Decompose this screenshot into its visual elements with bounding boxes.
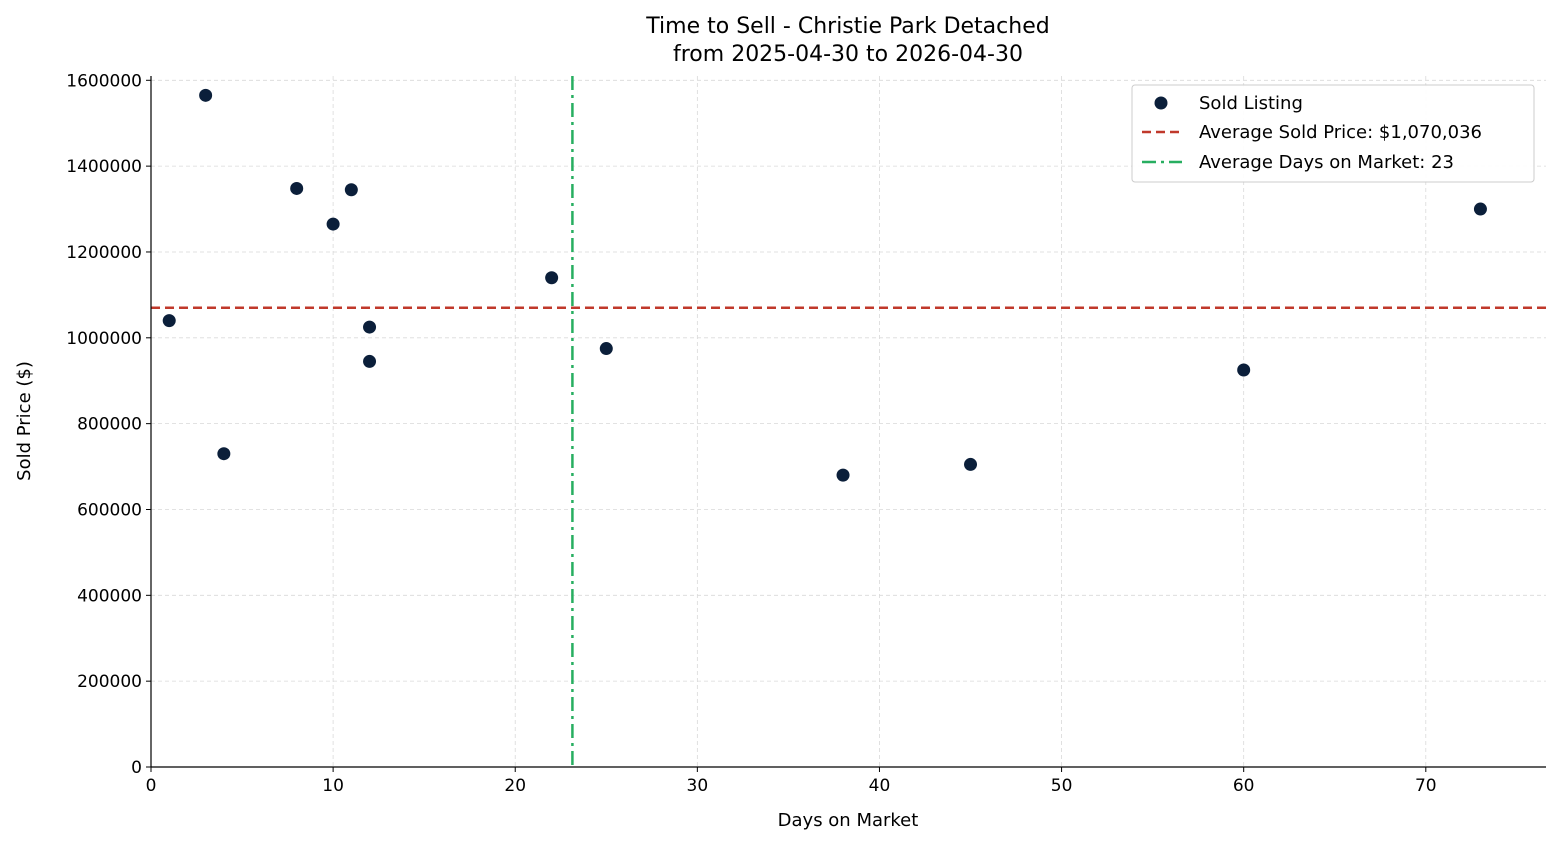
x-tick-label: 0 [146,776,157,796]
x-tick-label: 60 [1233,776,1255,796]
chart-title: Time to Sell - Christie Park Detached [645,14,1049,39]
y-tick-label: 800000 [77,415,142,435]
data-point [1237,363,1251,377]
y-tick-label: 0 [131,758,142,778]
legend-marker-sold-listing [1154,96,1168,110]
data-points [162,88,1487,482]
y-tick-label: 200000 [77,672,142,692]
legend-box [1131,84,1535,183]
x-tick-label: 10 [322,776,344,796]
legend-label-sold-listing: Sold Listing [1199,93,1303,114]
x-tick-label: 30 [687,776,709,796]
y-tick-label: 1400000 [66,157,142,177]
x-tick-label: 70 [1415,776,1437,796]
axes: 0 10 20 30 40 50 60 70 0 200000 400000 600000 800000… [66,71,1546,796]
y-tick-label: 1000000 [66,329,142,349]
y-tick-label: 400000 [77,586,142,606]
data-point [964,457,978,471]
data-point [290,181,304,195]
data-point [363,354,377,368]
x-tick-label: 50 [1051,776,1073,796]
chart-subtitle: from 2025-04-30 to 2026-04-30 [673,42,1023,67]
data-point [344,183,358,197]
legend-label: Average Days on Market: 23 [1199,152,1454,173]
data-point [545,271,559,285]
data-point [162,314,176,328]
data-point [599,342,613,356]
legend-label: Average Sold Price: $1,070,036 [1199,122,1482,143]
data-point [326,217,340,231]
x-axis-label: Days on Market [778,810,919,831]
reference-lines [151,76,1546,767]
data-point [1473,202,1487,216]
x-tick-label: 40 [869,776,891,796]
x-tick-label: 20 [504,776,526,796]
legend: Sold Listing Average Sold Price: $1,070,0… [1131,84,1535,183]
y-axis-label: Sold Price ($) [14,361,35,481]
data-point [836,468,850,482]
y-tick-label: 600000 [77,500,142,520]
y-tick-label: 1200000 [66,243,142,263]
data-point [363,320,377,334]
data-point [217,447,231,461]
data-point [199,88,213,102]
y-tick-label: 1600000 [66,71,142,91]
